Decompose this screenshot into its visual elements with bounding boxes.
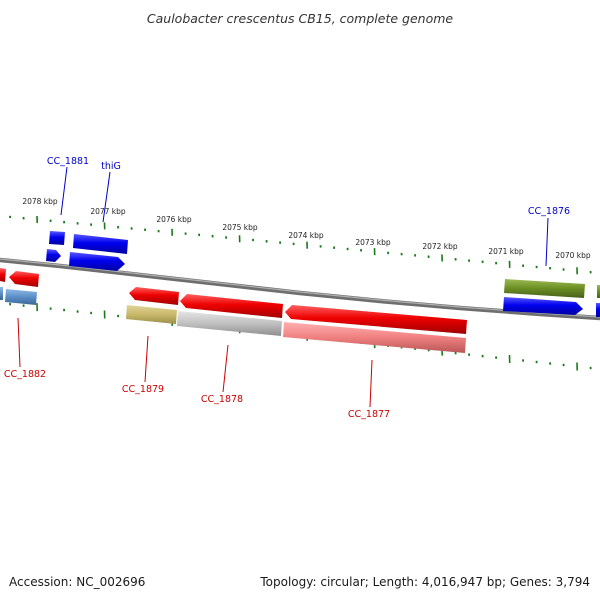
gene-cc1881[interactable] <box>46 249 61 262</box>
gene-cc1879[interactable] <box>129 287 179 305</box>
gene-label-cc1881[interactable]: CC_1881 <box>47 156 89 167</box>
gene-cc1881-left[interactable] <box>49 231 65 245</box>
scale-label-2071: 2071 kbp <box>488 247 524 256</box>
leader-lines <box>17 166 549 408</box>
feature-edge-left-steel <box>0 287 3 300</box>
gene-thiG[interactable] <box>69 252 125 271</box>
gene-cc1878[interactable] <box>180 294 283 318</box>
gene-edge-right-blue <box>596 303 600 317</box>
gene-cc1876[interactable] <box>503 297 583 315</box>
gene-thiG-upper[interactable] <box>73 234 128 254</box>
scale-label-2072: 2072 kbp <box>422 242 458 251</box>
scale-label-2076: 2076 kbp <box>156 215 192 224</box>
feature-cc1877[interactable] <box>283 322 466 353</box>
scale-label-2070: 2070 kbp <box>555 251 591 260</box>
scale-labels: 2078 kbp 2077 kbp 2076 kbp 2075 kbp 2074… <box>22 197 591 260</box>
gene-cc1882[interactable] <box>9 271 39 287</box>
gene-label-cc1877[interactable]: CC_1877 <box>348 409 390 420</box>
scale-label-2073: 2073 kbp <box>355 238 391 247</box>
gene-labels: CC_1881 thiG CC_1876 CC_1882 CC_1879 CC_… <box>4 156 570 420</box>
feature-cc1879[interactable] <box>126 305 177 324</box>
scale-label-2074: 2074 kbp <box>288 231 324 240</box>
reverse-strand <box>0 268 467 353</box>
gene-label-cc1878[interactable]: CC_1878 <box>201 394 243 405</box>
accession-text: Accession: NC_002696 <box>9 575 145 589</box>
gene-label-cc1882[interactable]: CC_1882 <box>4 369 46 380</box>
gene-label-cc1879[interactable]: CC_1879 <box>122 384 164 395</box>
gene-cc1877[interactable] <box>285 305 467 334</box>
feature-edge-right-olive <box>597 285 600 298</box>
gene-label-thiG[interactable]: thiG <box>101 161 121 172</box>
outer-tick-ring <box>9 215 592 275</box>
feature-cc1882[interactable] <box>5 289 37 305</box>
map-title: Caulobacter crescentus CB15, complete ge… <box>147 11 453 26</box>
gene-edge-left-red <box>0 268 6 282</box>
scale-label-2078: 2078 kbp <box>22 197 58 206</box>
gene-label-cc1876[interactable]: CC_1876 <box>528 206 570 217</box>
scale-label-2077: 2077 kbp <box>90 207 126 216</box>
forward-strand <box>46 231 600 317</box>
scale-label-2075: 2075 kbp <box>222 223 258 232</box>
feature-cc1878[interactable] <box>177 311 282 336</box>
genome-summary-text: Topology: circular; Length: 4,016,947 bp… <box>259 575 590 589</box>
feature-cc1876[interactable] <box>504 279 585 298</box>
